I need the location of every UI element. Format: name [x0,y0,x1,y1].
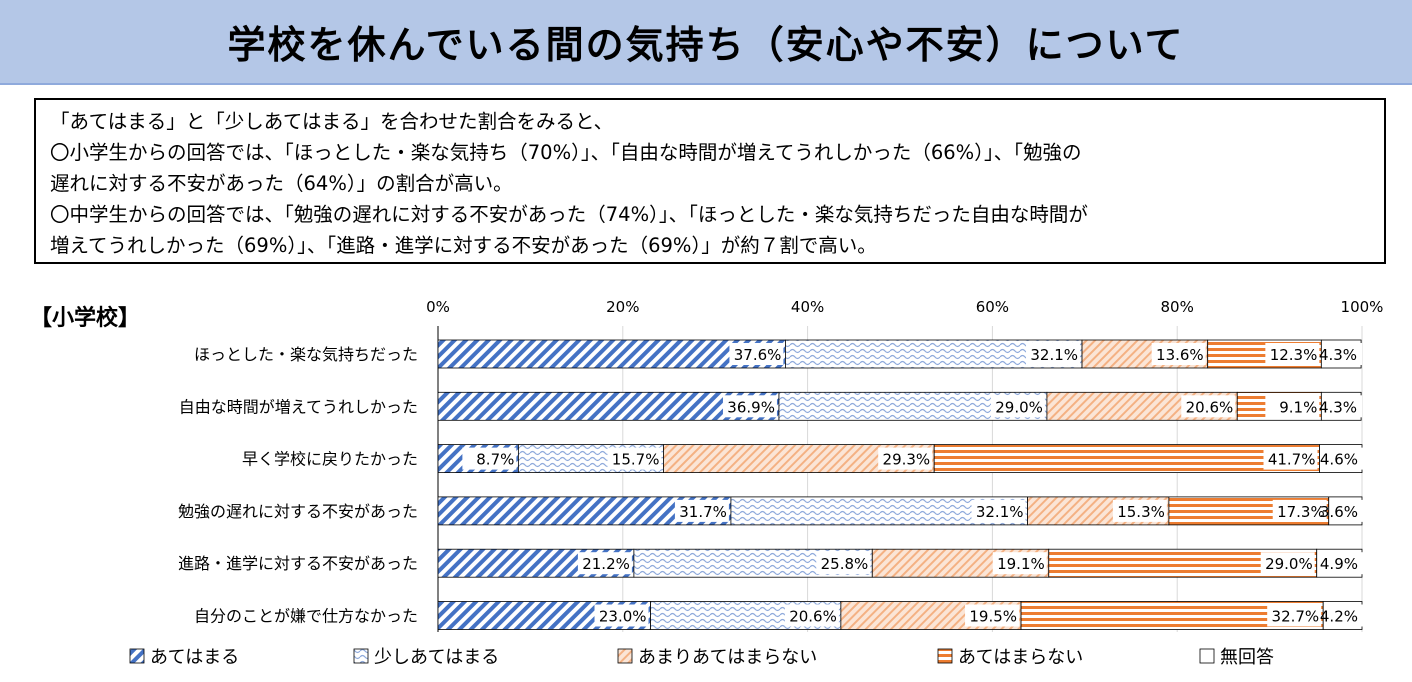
legend-label: あてはまる [150,647,239,668]
tick-label: 60% [976,298,1009,316]
title-band: 学校を休んでいる間の気持ち（安心や不安）について [0,0,1412,85]
category-label: 勉強の遅れに対する不安があった [178,502,418,521]
bar-segment [437,339,786,369]
data-label-bg [784,604,839,627]
data-label-bg [1181,395,1236,418]
data-label-bg [878,447,933,470]
data-label-bg [1260,552,1315,575]
data-label-bg [1320,447,1363,470]
data-label: 21.2% [582,555,630,573]
data-label: 4.9% [1320,555,1358,573]
data-label: 36.9% [727,398,775,416]
data-label: 23.0% [599,608,647,626]
legend-swatch [937,648,953,664]
legend-label: あてはまらない [958,647,1083,668]
data-label: 9.1% [1279,398,1317,416]
data-label: 29.0% [1265,555,1313,573]
data-label-bg [1151,343,1206,365]
summary-line: 〇中学生からの回答では、「勉強の遅れに対する不安があった（74%）」、「ほっとし… [50,203,1088,226]
data-label-bg [729,343,784,365]
data-label-bg [594,604,649,627]
data-label: 3.6% [1320,503,1358,521]
data-label: 4.3% [1319,398,1357,416]
data-label-bg [1272,499,1327,522]
data-label-bg [1263,447,1318,470]
data-label-bg [674,499,729,522]
data-label-bg [1265,343,1320,365]
category-label: 早く学校に戻りたかった [242,450,418,469]
legend-label: あまりあてはまらない [638,647,817,668]
data-label-bg [1026,343,1081,365]
data-label-bg [1324,604,1363,627]
summary-line: 〇小学生からの回答では、「ほっとした・楽な気持ち（70%）」、「自由な時間が増え… [50,141,1082,164]
category-label: 自由な時間が増えてうれしかった [179,397,418,416]
data-label-bg [971,499,1026,522]
legend-swatch [129,648,145,664]
summary-line: 増えてうれしかった（69%）」、「進路・進学に対する不安があった（69%）」が約… [50,234,877,257]
data-label: 12.3% [1270,346,1318,364]
data-label-bg [992,552,1047,575]
data-label: 25.8% [821,555,869,573]
data-label: 17.3% [1277,503,1325,521]
data-label: 15.3% [1117,503,1165,521]
tick-label: 20% [606,298,639,316]
bar-segment [933,444,1320,474]
data-label: 31.7% [679,503,727,521]
tick-label: 40% [791,298,824,316]
tick-label: 0% [426,298,450,316]
data-label: 4.2% [1320,608,1358,626]
data-label-bg [965,604,1020,627]
data-label: 8.7% [476,451,514,469]
data-label: 19.1% [997,555,1045,573]
data-label: 20.6% [1186,398,1234,416]
data-label: 32.1% [976,503,1024,521]
data-label-bg [462,447,517,470]
summary-box: 「あてはまる」と「少しあてはまる」を合わせた割合をみると、 〇小学生からの回答で… [34,98,1386,264]
legend-label: 無回答 [1220,647,1274,668]
data-label-bg [1329,499,1363,522]
data-label-bg [1267,604,1322,627]
data-label: 4.3% [1319,346,1357,364]
legend-swatch [617,648,633,664]
data-label: 32.7% [1272,608,1320,626]
data-label: 20.6% [789,608,837,626]
category-label: ほっとした・楽な気持ちだった [194,345,418,364]
data-label: 13.6% [1156,346,1204,364]
data-label: 29.0% [995,398,1043,416]
data-label-bg [722,395,777,418]
data-label: 32.1% [1030,346,1078,364]
section-label: 【小学校】 [30,306,141,331]
data-label-bg [1322,343,1363,365]
tick-label: 80% [1161,298,1194,316]
data-label: 4.6% [1320,451,1358,469]
data-label: 41.7% [1268,451,1316,469]
data-label-bg [607,447,662,470]
data-label: 19.5% [969,608,1017,626]
legend-label: 少しあてはまる [374,647,499,668]
data-label-bg [1265,395,1320,418]
data-label: 37.6% [734,346,782,364]
legend-swatch [1199,648,1215,664]
summary-line: 遅れに対する不安があった（64%）」の割合が高い。 [50,172,513,195]
data-label-bg [1322,395,1363,418]
category-label: 自分のことが嫌で仕方なかった [194,607,418,626]
legend-swatch [353,648,369,664]
data-label-bg [1112,499,1167,522]
data-label-bg [1317,552,1363,575]
data-label: 29.3% [883,451,931,469]
page-title: 学校を休んでいる間の気持ち（安心や不安）について [227,23,1185,67]
category-label: 進路・進学に対する不安があった [178,554,418,573]
summary-line: 「あてはまる」と「少しあてはまる」を合わせた割合をみると、 [50,110,614,133]
data-label-bg [577,552,632,575]
bar-segment [437,391,780,421]
data-label-bg [816,552,871,575]
tick-label: 100% [1341,298,1384,316]
data-label-bg [990,395,1045,418]
data-label: 15.7% [612,451,660,469]
